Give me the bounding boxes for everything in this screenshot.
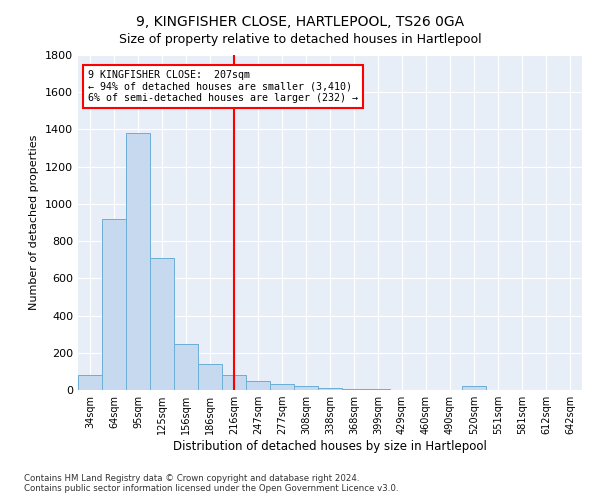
Text: Size of property relative to detached houses in Hartlepool: Size of property relative to detached ho… <box>119 32 481 46</box>
Text: Contains HM Land Registry data © Crown copyright and database right 2024.: Contains HM Land Registry data © Crown c… <box>24 474 359 483</box>
Bar <box>222 375 246 390</box>
Bar <box>318 388 342 390</box>
Text: 9 KINGFISHER CLOSE:  207sqm
← 94% of detached houses are smaller (3,410)
6% of s: 9 KINGFISHER CLOSE: 207sqm ← 94% of deta… <box>88 70 358 103</box>
Bar <box>174 344 198 390</box>
Bar <box>126 133 150 390</box>
Bar <box>246 382 270 390</box>
Text: Contains public sector information licensed under the Open Government Licence v3: Contains public sector information licen… <box>24 484 398 493</box>
Bar <box>462 386 486 390</box>
Bar <box>78 375 102 390</box>
Bar <box>270 384 294 390</box>
Text: 9, KINGFISHER CLOSE, HARTLEPOOL, TS26 0GA: 9, KINGFISHER CLOSE, HARTLEPOOL, TS26 0G… <box>136 15 464 29</box>
Y-axis label: Number of detached properties: Number of detached properties <box>29 135 40 310</box>
Bar <box>294 386 318 390</box>
Bar <box>150 258 174 390</box>
Bar <box>342 389 366 390</box>
Bar <box>198 364 222 390</box>
Bar <box>102 219 126 390</box>
X-axis label: Distribution of detached houses by size in Hartlepool: Distribution of detached houses by size … <box>173 440 487 453</box>
